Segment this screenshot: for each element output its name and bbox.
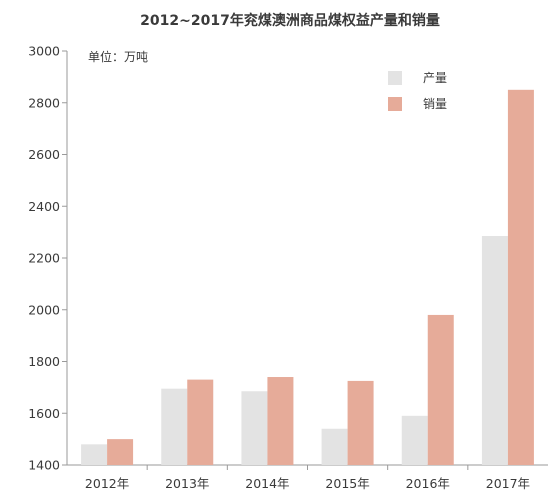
legend: 产量 销量	[388, 71, 447, 111]
y-tick-label: 2400	[28, 199, 60, 214]
bar-production-4	[401, 415, 428, 465]
bar-sales-1	[187, 379, 214, 465]
x-tick-label: 2017年	[486, 476, 530, 491]
y-tick-label: 3000	[28, 44, 60, 59]
x-tick-label: 2016年	[406, 476, 450, 491]
y-tick-label: 1800	[28, 354, 60, 369]
legend-swatch-production	[388, 71, 402, 85]
x-axis-ticks: 2012年 2013年 2014年 2015年 2016年 2017年	[85, 465, 530, 491]
bar-production-1	[161, 388, 188, 465]
bar-sales-2	[267, 377, 294, 465]
y-tick-label: 2800	[28, 95, 60, 110]
legend-label-sales: 销量	[423, 97, 447, 111]
bar-production-0	[81, 444, 108, 465]
legend-label-production: 产量	[423, 71, 447, 85]
y-tick-label: 2200	[28, 251, 60, 266]
bars	[81, 89, 534, 465]
chart-title: 2012~2017年兖煤澳洲商品煤权益产量和销量	[140, 12, 440, 29]
y-tick-label: 2600	[28, 147, 60, 162]
bar-sales-0	[107, 439, 134, 465]
unit-label: 单位：万吨	[88, 49, 148, 64]
y-axis-ticks: 1400 1600 1800 2000 2200 2400 2600 2800 3000	[28, 44, 67, 473]
y-tick-label: 2000	[28, 302, 60, 317]
legend-swatch-sales	[388, 97, 402, 111]
y-tick-label: 1400	[28, 458, 60, 473]
bar-production-5	[481, 236, 508, 465]
bar-sales-5	[507, 89, 534, 465]
x-tick-label: 2014年	[245, 476, 289, 491]
bar-production-3	[321, 428, 348, 465]
x-tick-label: 2013年	[165, 476, 209, 491]
x-tick-label: 2015年	[325, 476, 369, 491]
bar-production-2	[241, 391, 268, 465]
bar-sales-4	[427, 314, 454, 465]
y-tick-label: 1600	[28, 406, 60, 421]
bar-sales-3	[347, 380, 374, 465]
x-tick-label: 2012年	[85, 476, 129, 491]
